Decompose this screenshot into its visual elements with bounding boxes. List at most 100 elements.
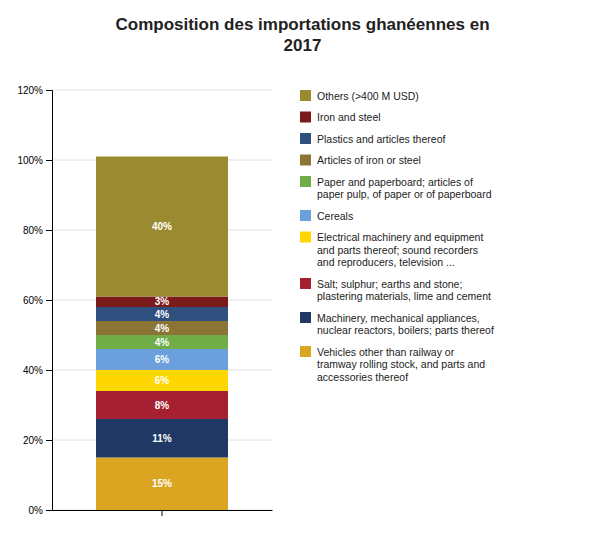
tick-mark (46, 300, 52, 301)
legend-item: Iron and steel (300, 111, 381, 123)
y-axis: 0% 20% 40% 60% 80% 100% 120% (17, 85, 52, 516)
legend-swatch (300, 90, 311, 101)
legend-label: Articles of iron or steel (317, 154, 421, 166)
axis-domain (46, 91, 53, 511)
bar-segment (96, 458, 228, 511)
chart: Composition des importations ghanéennes … (0, 0, 605, 542)
legend: Others (>400 M USD) Iron and steel Plastic… (300, 90, 494, 383)
data-label: 6% (155, 354, 170, 365)
legend-label: Others (>400 M USD) (317, 90, 419, 102)
tick: 80% (23, 225, 52, 236)
tick: 100% (17, 155, 52, 166)
legend-label: Salt; sulphur; earths and stone;plasteri… (317, 278, 491, 303)
legend-label-line: Plastics and articles thereof (317, 133, 445, 145)
legend-swatch (300, 112, 311, 123)
legend-label-line: tramway rolling stock, and parts and (317, 358, 485, 370)
tick-mark (46, 230, 52, 231)
legend-item: Others (>400 M USD) (300, 90, 419, 102)
legend-item: Machinery, mechanical appliances,nuclear… (300, 312, 494, 337)
data-label: 3% (155, 296, 170, 307)
legend-swatch (300, 278, 311, 289)
tick-mark (46, 440, 52, 441)
title-line: 2017 (284, 36, 322, 55)
data-label: 15% (152, 478, 172, 489)
tick-label: 0% (29, 505, 44, 516)
bar-segment (96, 335, 228, 349)
tick-mark (46, 90, 52, 91)
data-label: 4% (155, 323, 170, 334)
legend-swatch (300, 346, 311, 357)
data-label: 4% (155, 309, 170, 320)
legend-swatch (300, 210, 311, 221)
bar-segment (96, 419, 228, 458)
legend-item: Salt; sulphur; earths and stone;plasteri… (300, 278, 491, 303)
tick-label: 40% (23, 365, 43, 376)
tick-label: 60% (23, 295, 43, 306)
legend-swatch (300, 232, 311, 243)
tick-mark (46, 160, 52, 161)
legend-label: Paper and paperboard; articles ofpaper p… (317, 176, 492, 201)
bar-segment (96, 349, 228, 370)
legend-label-line: nuclear reactors, boilers; parts thereof (317, 324, 494, 336)
grid (52, 90, 272, 510)
legend-item: Vehicles other than railway ortramway ro… (300, 346, 485, 383)
bar-segment (96, 391, 228, 419)
bar-segment (96, 321, 228, 335)
tick (162, 510, 163, 516)
legend-label-line: accessories thereof (317, 371, 408, 383)
legend-item: Cereals (300, 210, 353, 222)
bar-segment (96, 297, 228, 308)
legend-item: Paper and paperboard; articles ofpaper p… (300, 176, 492, 201)
tick: 0% (29, 505, 52, 516)
legend-label-line: Electrical machinery and equipment (317, 231, 483, 243)
legend-label: Iron and steel (317, 111, 381, 123)
grid-line (52, 90, 272, 91)
data-label: 11% (152, 433, 172, 444)
legend-label-line: Machinery, mechanical appliances, (317, 312, 480, 324)
legend-label: Machinery, mechanical appliances,nuclear… (317, 312, 494, 337)
legend-label: Plastics and articles thereof (317, 133, 445, 145)
tick: 120% (17, 85, 52, 96)
bar-segment (96, 307, 228, 321)
tick-mark (46, 510, 52, 511)
tick: 20% (23, 435, 52, 446)
title-line: Composition des importations ghanéennes … (115, 15, 489, 34)
data-label: 4% (155, 337, 170, 348)
legend-label-line: Iron and steel (317, 111, 381, 123)
tick-label: 100% (17, 155, 43, 166)
tick-label: 80% (23, 225, 43, 236)
legend-item: Electrical machinery and equipmentand pa… (300, 231, 483, 268)
legend-label-line: Articles of iron or steel (317, 154, 421, 166)
bar-segment (96, 157, 228, 297)
bar-segment (96, 370, 228, 391)
legend-label-line: Others (>400 M USD) (317, 90, 419, 102)
legend-label: Vehicles other than railway ortramway ro… (317, 346, 485, 383)
x-axis (53, 510, 273, 516)
legend-swatch (300, 312, 311, 323)
legend-label-line: Salt; sulphur; earths and stone; (317, 278, 462, 290)
legend-label: Cereals (317, 210, 353, 222)
legend-label-line: paper pulp, of paper or of paperboard (317, 188, 492, 200)
tick-label: 120% (17, 85, 43, 96)
legend-swatch (300, 133, 311, 144)
legend-item: Articles of iron or steel (300, 154, 421, 166)
legend-label-line: and reproducers, television ... (317, 256, 455, 268)
bars (96, 157, 228, 511)
legend-label-line: plastering materials, lime and cement (317, 290, 491, 302)
legend-label-line: Vehicles other than railway or (317, 346, 455, 358)
legend-label-line: and parts thereof; sound recorders (317, 244, 478, 256)
legend-swatch (300, 176, 311, 187)
legend-label-line: Cereals (317, 210, 353, 222)
legend-label: Electrical machinery and equipmentand pa… (317, 231, 483, 268)
data-label: 40% (152, 221, 172, 232)
tick-mark (46, 370, 52, 371)
tick-label: 20% (23, 435, 43, 446)
tick: 40% (23, 365, 52, 376)
legend-swatch (300, 155, 311, 166)
legend-item: Plastics and articles thereof (300, 133, 445, 145)
title: Composition des importations ghanéennes … (115, 15, 489, 55)
tick: 60% (23, 295, 52, 306)
data-label: 8% (155, 400, 170, 411)
data-label: 6% (155, 375, 170, 386)
legend-label-line: Paper and paperboard; articles of (317, 176, 473, 188)
